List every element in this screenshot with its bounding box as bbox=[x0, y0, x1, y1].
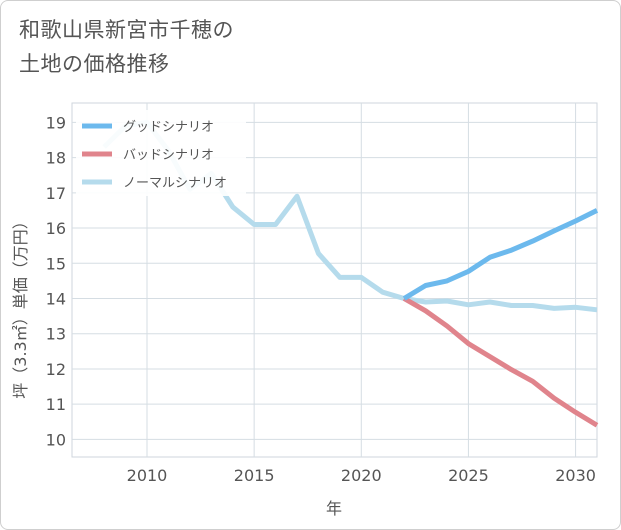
x-axis-label: 年 bbox=[326, 499, 342, 518]
y-tick-label: 19 bbox=[46, 113, 66, 132]
legend-label: バッドシナリオ bbox=[123, 148, 214, 163]
y-tick-label: 16 bbox=[46, 219, 66, 238]
y-axis-label: 坪（3.3㎡）単価（万円） bbox=[11, 213, 30, 398]
chart-title: 和歌山県新宮市千穂の 土地の価格推移 bbox=[19, 13, 234, 81]
legend-label: グッドシナリオ bbox=[123, 120, 214, 135]
series-line-1 bbox=[402, 208, 599, 301]
y-tick-label: 17 bbox=[46, 184, 66, 203]
x-tick-label: 2010 bbox=[127, 466, 168, 485]
x-tick-labels: 2010 2015 2020 2025 2030 bbox=[127, 466, 596, 485]
chart-title-line-1: 和歌山県新宮市千穂の bbox=[19, 18, 234, 42]
y-tick-label: 14 bbox=[46, 289, 66, 308]
x-tick-label: 2020 bbox=[341, 466, 382, 485]
y-tick-label: 11 bbox=[46, 395, 66, 414]
x-tick-label: 2015 bbox=[234, 466, 275, 485]
x-tick-label: 2025 bbox=[448, 466, 489, 485]
y-tick-label: 12 bbox=[46, 360, 66, 379]
y-tick-label: 10 bbox=[46, 430, 66, 449]
series-line-2 bbox=[402, 296, 599, 428]
y-tick-label: 13 bbox=[46, 325, 66, 344]
y-tick-label: 18 bbox=[46, 149, 66, 168]
legend-label: ノーマルシナリオ bbox=[123, 176, 227, 191]
y-tick-labels: 10 11 12 13 14 15 16 17 18 19 bbox=[46, 113, 66, 449]
chart-title-line-2: 土地の価格推移 bbox=[19, 52, 170, 76]
x-tick-label: 2030 bbox=[555, 466, 596, 485]
y-tick-label: 15 bbox=[46, 254, 66, 273]
